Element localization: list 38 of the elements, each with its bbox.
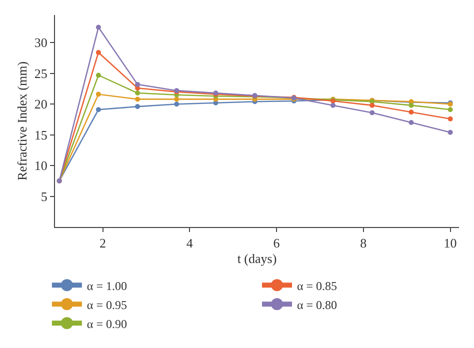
legend-label: α = 0.80 <box>297 298 338 312</box>
y-axis-title: Refractive Index (mm) <box>14 61 30 181</box>
point <box>408 110 414 115</box>
legend-label: α = 1.00 <box>86 278 127 293</box>
legend-label: α = 0.85 <box>297 278 338 293</box>
x-tick-label: 6 <box>273 236 280 251</box>
legend-label: α = 0.90 <box>86 316 127 331</box>
point <box>96 72 101 78</box>
point <box>96 107 101 112</box>
point <box>135 96 140 102</box>
x-tick-label: 8 <box>360 236 367 251</box>
point <box>135 82 140 87</box>
point <box>408 102 414 108</box>
point <box>448 130 453 135</box>
point <box>96 24 101 30</box>
point <box>448 116 453 122</box>
x-tick-label: 2 <box>100 236 106 251</box>
point <box>174 102 180 107</box>
y-tick-label: 10 <box>34 158 48 174</box>
y-tick-label: 20 <box>34 96 48 112</box>
point <box>448 107 453 112</box>
x-tick-label: 10 <box>444 236 457 251</box>
y-tick-label: 5 <box>40 188 48 204</box>
y-tick-label: 25 <box>34 66 48 81</box>
point <box>135 90 140 96</box>
point <box>96 50 101 55</box>
point <box>174 96 180 102</box>
point <box>408 120 414 126</box>
x-axis-title: t (days) <box>237 251 277 266</box>
y-tick-label: 15 <box>34 127 48 142</box>
y-tick-label: 30 <box>34 35 48 50</box>
point <box>135 104 140 110</box>
legend-label: α = 0.95 <box>86 298 127 312</box>
point <box>370 110 375 116</box>
x-tick-label: 4 <box>186 236 194 251</box>
point <box>370 102 375 108</box>
point <box>330 102 336 108</box>
point <box>96 92 101 97</box>
